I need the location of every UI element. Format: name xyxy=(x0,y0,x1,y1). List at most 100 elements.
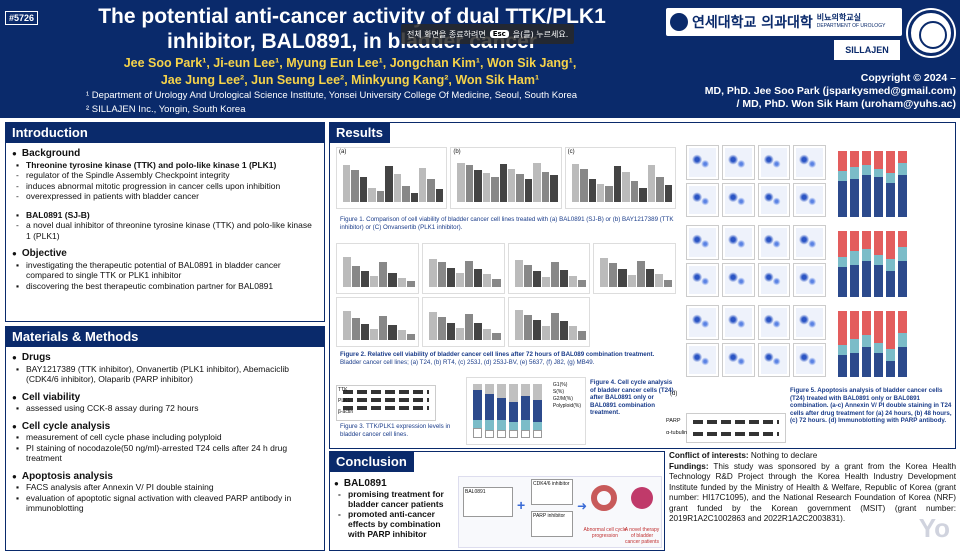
cycle-point-1: measurement of cell cycle phase includin… xyxy=(12,432,318,443)
fig1-label-b: (b) xyxy=(453,149,461,155)
conclusion-heading: Conclusion xyxy=(330,452,414,472)
fig1-chart-a: (a) xyxy=(336,147,448,209)
poster-id-badge: #5726 xyxy=(5,11,39,25)
fig4-stacked-bars xyxy=(473,384,542,438)
apoptosis-point-1: FACS analysis after Annexin V/ PI double… xyxy=(12,482,318,493)
blot5-label-tubulin: α-tubulin xyxy=(666,430,688,436)
diagram-therapy-label: A novel therapy of bladder cancer patien… xyxy=(624,527,660,545)
objective-point-2: discovering the best therapeutic combina… xyxy=(12,281,318,292)
poster-header: #5726 The potential anti-cancer activity… xyxy=(0,0,960,118)
affiliation-2: ² SILLAJEN Inc., Yongin, South Korea xyxy=(86,104,246,115)
blot5-label-parp: PARP xyxy=(666,418,681,424)
yonsei-logo: 연세대학교 의과대학 비뇨의학교실 DEPARTMENT OF UROLOGY xyxy=(666,8,902,36)
funding-label: Fundings: xyxy=(669,461,709,471)
logo-department: 비뇨의학교실 DEPARTMENT OF UROLOGY xyxy=(817,14,886,30)
ttk-point-3: overexpressed in patients with bladder c… xyxy=(12,191,318,202)
figure-5-apoptosis-bars xyxy=(834,151,952,377)
fig5-bars-24h xyxy=(838,151,907,217)
fig2-chart-e xyxy=(336,296,419,347)
fig5-bars-48h xyxy=(838,231,907,297)
fullscreen-exit-toast: 전체 화면을 종료하려면 Esc 을(를) 누르세요. xyxy=(401,24,575,44)
copyright-block: Copyright © 2024 – MD, PhD. Jee Soo Park… xyxy=(686,72,956,111)
fig2-chart-g xyxy=(507,296,591,347)
fig1-chart-c: (c) xyxy=(564,147,676,209)
conclusion-panel: Conclusion BAL0891 promising treatment f… xyxy=(329,451,665,551)
ttk-point-2: induces abnormal mitotic progression in … xyxy=(12,181,318,192)
diagram-bal-box: BAL0891 xyxy=(463,487,513,517)
authors-line-2: Jae Jung Lee², Jun Seung Lee², Minkyung … xyxy=(160,73,540,87)
toast-text-pre: 전체 화면을 종료하려면 xyxy=(407,29,486,39)
fig1-chart-b: (b) xyxy=(450,147,562,209)
bal-title: BAL0891 (SJ-B) xyxy=(12,210,318,221)
cycle-point-2: PI staining of nocodazole(50 ng/ml)-arre… xyxy=(12,443,318,464)
legend-g1: G1(%) xyxy=(552,382,568,388)
blot5-labels: PARP α-tubulin xyxy=(666,415,687,439)
figure-2-caption-title: Figure 2. Relative cell viability of bla… xyxy=(340,351,655,358)
watermark: Yo xyxy=(918,512,950,543)
apoptosis-point-2: evaluation of apoptotic signal activatio… xyxy=(12,493,318,514)
coi-text: Nothing to declare xyxy=(750,451,818,460)
objective-heading: Objective xyxy=(12,248,318,260)
figure-5d-blot xyxy=(686,413,786,443)
fig2-chart-c xyxy=(507,243,591,294)
figure-3-blot xyxy=(336,385,436,421)
legend-polyploid: Polyploid(%) xyxy=(552,403,581,409)
legend-g2m: G2/M(%) xyxy=(552,396,573,402)
viability-point: assessed using CCK-8 assay during 72 hou… xyxy=(12,403,318,414)
author-list: Jee Soo Park¹, Ji-eun Lee¹, Myung Eun Le… xyxy=(90,55,610,89)
coi-line: Conflict of interests: Nothing to declar… xyxy=(669,451,956,462)
copyright-line-3: / MD, PhD. Won Sik Ham (uroham@yuhs.ac) xyxy=(736,98,957,110)
objective-point-1: investigating the therapeutic potential … xyxy=(12,260,318,281)
figure-5-flow-grid xyxy=(686,145,826,377)
conclusion-point-1: promising treatment for bladder cancer p… xyxy=(334,489,454,509)
funding-block: Conflict of interests: Nothing to declar… xyxy=(669,451,956,551)
drugs-point: BAY1217389 (TTK inhibitor), Onvanertib (… xyxy=(12,364,318,385)
methods-heading: Materials & Methods xyxy=(6,327,324,347)
conclusion-text: BAL0891 promising treatment for bladder … xyxy=(334,476,454,540)
ttk-point-1: regulator of the Spindle Assembly Checkp… xyxy=(12,170,318,181)
yonsei-emblem-icon xyxy=(670,13,688,31)
blot-label-actin: β-actin xyxy=(338,409,354,415)
fig5-bars-72h xyxy=(838,311,907,377)
fig2-chart-b xyxy=(421,243,505,294)
fig2-empty xyxy=(593,296,676,347)
figure-1-charts: (a) (b) (c) xyxy=(336,147,676,209)
conclusion-title: BAL0891 xyxy=(334,479,454,489)
figure-4-caption: Figure 4. Cell cycle analysis of bladder… xyxy=(590,379,674,416)
apoptosis-heading: Apoptosis analysis xyxy=(12,471,318,483)
funding-line: Fundings: This study was sponsored by a … xyxy=(669,462,956,525)
coi-label: Conflict of interests: xyxy=(669,451,749,460)
viability-heading: Cell viability xyxy=(12,392,318,404)
background-heading: Background xyxy=(12,148,318,160)
fig1-label-a: (a) xyxy=(339,149,347,155)
sillajen-logo: SILLAJEN xyxy=(834,40,900,60)
affiliation-1: ¹ Department of Urology And Urological S… xyxy=(86,90,578,101)
cancer-cell-icon xyxy=(631,487,653,509)
authors-line-1: Jee Soo Park¹, Ji-eun Lee¹, Myung Eun Le… xyxy=(123,56,577,70)
toast-text-post: 을(를) 누르세요. xyxy=(512,29,569,39)
legend-s: S(%) xyxy=(552,389,565,395)
figure-2-charts xyxy=(336,243,676,347)
figure-2-caption-detail: Bladder cancer cell lines; (a) T24, (b) … xyxy=(340,358,595,366)
copyright-line-1: Copyright © 2024 – xyxy=(860,72,956,84)
diagram-abnormal-label: Abnormal cell cycle progression xyxy=(583,527,627,539)
logo-dept-kr: 비뇨의학교실 xyxy=(816,13,861,22)
fig1-label-c: (c) xyxy=(567,149,575,155)
funding-text: This study was sponsored by a grant from… xyxy=(669,461,956,524)
conclusion-point-2: promoted anti-cancer effects by combinat… xyxy=(334,509,454,539)
esc-key-hint[interactable]: Esc xyxy=(489,30,509,38)
copyright-line-2: MD, PhD. Jee Soo Park (jsparkysmed@gmail… xyxy=(704,85,956,97)
blot-label-ttk: TTK xyxy=(338,387,348,393)
diagram-parp-box: PARP inhibitor xyxy=(531,511,573,537)
results-panel: Results (a) (b) (c) Figure 1. Comparison… xyxy=(329,122,956,449)
cell-cycle-icon xyxy=(591,485,617,511)
introduction-heading: Introduction xyxy=(6,123,324,143)
logo-korean-name: 연세대학교 의과대학 xyxy=(692,15,813,31)
figure-1-caption: Figure 1. Comparison of cell viability o… xyxy=(340,216,674,231)
logo-dept-en: DEPARTMENT OF UROLOGY xyxy=(816,23,886,29)
figure-4-chart: G1(%) S(%) G2/M(%) Polyploid(%) xyxy=(466,377,586,445)
results-heading: Results xyxy=(330,123,390,143)
university-seal-icon xyxy=(908,10,954,56)
introduction-panel: Introduction Background Threonine tyrosi… xyxy=(5,122,325,322)
bal-point: a novel dual inhibitor of threonine tyro… xyxy=(12,220,318,241)
